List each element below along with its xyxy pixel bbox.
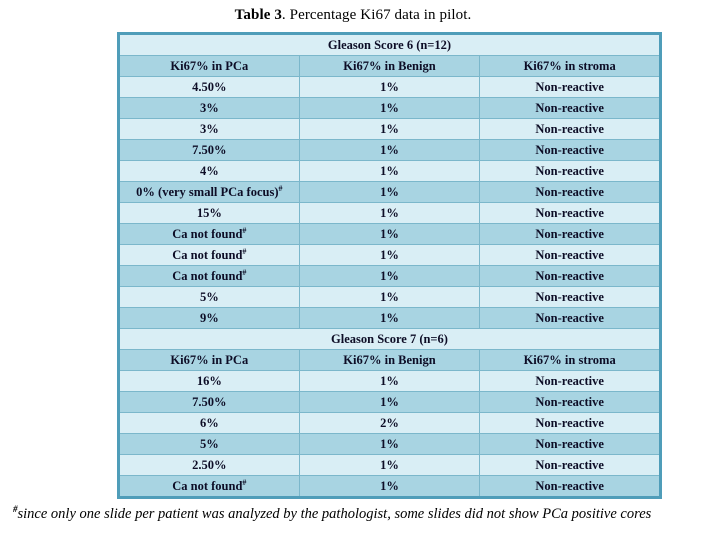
pca-cell: 15% (118, 202, 300, 224)
column-header-cell: Ki67% in stroma (479, 349, 661, 371)
column-header-row: Ki67% in PCa Ki67% in Benign Ki67% in stro… (118, 349, 661, 371)
pca-cell: 5% (118, 433, 300, 455)
stroma-cell: Non-reactive (479, 97, 661, 119)
pca-cell: 16% (118, 370, 300, 392)
section-header-row: Gleason Score 6 (n=12) (118, 33, 661, 56)
footnote-marker: # (278, 183, 283, 193)
benign-cell: 1% (298, 391, 481, 413)
pca-cell: 5% (118, 286, 300, 308)
benign-cell: 1% (298, 286, 481, 308)
benign-cell: 1% (298, 118, 481, 140)
data-row: Ca not found# 1% Non-reactive (118, 265, 661, 287)
benign-cell: 1% (298, 97, 481, 119)
data-row: 16% 1% Non-reactive (118, 370, 661, 392)
data-row: 3% 1% Non-reactive (118, 97, 661, 119)
pca-cell: Ca not found# (118, 223, 300, 245)
stroma-cell: Non-reactive (479, 475, 661, 498)
pca-cell: Ca not found# (118, 244, 300, 266)
benign-cell: 1% (298, 202, 481, 224)
pca-cell: Ca not found# (118, 475, 300, 498)
benign-cell: 1% (298, 181, 481, 203)
pca-cell: 4% (118, 160, 300, 182)
column-header-cell: Ki67% in stroma (479, 55, 661, 77)
stroma-cell: Non-reactive (479, 286, 661, 308)
footnote: #since only one slide per patient was an… (13, 504, 706, 523)
benign-cell: 1% (298, 454, 481, 476)
pca-cell: 4.50% (118, 76, 300, 98)
pca-cell: 6% (118, 412, 300, 434)
benign-cell: 1% (298, 433, 481, 455)
column-header-row: Ki67% in PCa Ki67% in Benign Ki67% in stro… (118, 55, 661, 77)
data-row: 0% (very small PCa focus)# 1% Non-reactive (118, 181, 661, 203)
benign-cell: 1% (298, 160, 481, 182)
data-row: 4% 1% Non-reactive (118, 160, 661, 182)
footnote-marker: # (242, 477, 247, 487)
stroma-cell: Non-reactive (479, 139, 661, 161)
data-row: 5% 1% Non-reactive (118, 433, 661, 455)
benign-cell: 1% (298, 370, 481, 392)
pca-cell: Ca not found# (118, 265, 300, 287)
benign-cell: 1% (298, 265, 481, 287)
pca-cell: 3% (118, 118, 300, 140)
stroma-cell: Non-reactive (479, 76, 661, 98)
stroma-cell: Non-reactive (479, 370, 661, 392)
column-header-cell: Ki67% in Benign (298, 349, 481, 371)
column-header-cell: Ki67% in PCa (118, 55, 300, 77)
stroma-cell: Non-reactive (479, 412, 661, 434)
data-row: 2.50% 1% Non-reactive (118, 454, 661, 476)
section-header-cell: Gleason Score 7 (n=6) (118, 328, 661, 350)
data-row: 4.50% 1% Non-reactive (118, 76, 661, 98)
footnote-marker: # (242, 267, 247, 277)
footnote-marker: # (242, 246, 247, 256)
benign-cell: 2% (298, 412, 481, 434)
stroma-cell: Non-reactive (479, 118, 661, 140)
benign-cell: 1% (298, 223, 481, 245)
pca-cell: 2.50% (118, 454, 300, 476)
benign-cell: 1% (298, 76, 481, 98)
footnote-text: since only one slide per patient was ana… (17, 506, 652, 522)
data-row: 9% 1% Non-reactive (118, 307, 661, 329)
pca-cell: 3% (118, 97, 300, 119)
benign-cell: 1% (298, 307, 481, 329)
ki67-data-table: Gleason Score 6 (n=12) Ki67% in PCa Ki67% … (117, 32, 662, 499)
data-row: 6% 2% Non-reactive (118, 412, 661, 434)
stroma-cell: Non-reactive (479, 433, 661, 455)
stroma-cell: Non-reactive (479, 307, 661, 329)
benign-cell: 1% (298, 475, 481, 498)
pca-cell: 7.50% (118, 139, 300, 161)
section-header-row: Gleason Score 7 (n=6) (118, 328, 661, 350)
data-row: 7.50% 1% Non-reactive (118, 391, 661, 413)
data-row: 7.50% 1% Non-reactive (118, 139, 661, 161)
table-caption-text: . Percentage Ki67 data in pilot. (281, 7, 472, 23)
pca-cell: 7.50% (118, 391, 300, 413)
ki67-table-body: Gleason Score 6 (n=12) Ki67% in PCa Ki67% … (118, 33, 661, 498)
stroma-cell: Non-reactive (479, 202, 661, 224)
stroma-cell: Non-reactive (479, 181, 661, 203)
stroma-cell: Non-reactive (479, 391, 661, 413)
data-row: Ca not found# 1% Non-reactive (118, 244, 661, 266)
column-header-cell: Ki67% in PCa (118, 349, 300, 371)
pca-cell: 9% (118, 307, 300, 329)
table-caption-number: Table 3 (234, 7, 282, 23)
data-row: Ca not found# 1% Non-reactive (118, 223, 661, 245)
data-row: 15% 1% Non-reactive (118, 202, 661, 224)
column-header-cell: Ki67% in Benign (298, 55, 481, 77)
benign-cell: 1% (298, 139, 481, 161)
data-row: 3% 1% Non-reactive (118, 118, 661, 140)
stroma-cell: Non-reactive (479, 454, 661, 476)
table-caption: Table 3. Percentage Ki67 data in pilot. (0, 0, 706, 24)
benign-cell: 1% (298, 244, 481, 266)
stroma-cell: Non-reactive (479, 160, 661, 182)
pca-cell: 0% (very small PCa focus)# (118, 181, 300, 203)
stroma-cell: Non-reactive (479, 265, 661, 287)
stroma-cell: Non-reactive (479, 244, 661, 266)
section-header-cell: Gleason Score 6 (n=12) (118, 33, 661, 56)
footnote-marker: # (13, 504, 18, 515)
stroma-cell: Non-reactive (479, 223, 661, 245)
data-row: 5% 1% Non-reactive (118, 286, 661, 308)
data-row: Ca not found# 1% Non-reactive (118, 475, 661, 498)
footnote-marker: # (242, 225, 247, 235)
